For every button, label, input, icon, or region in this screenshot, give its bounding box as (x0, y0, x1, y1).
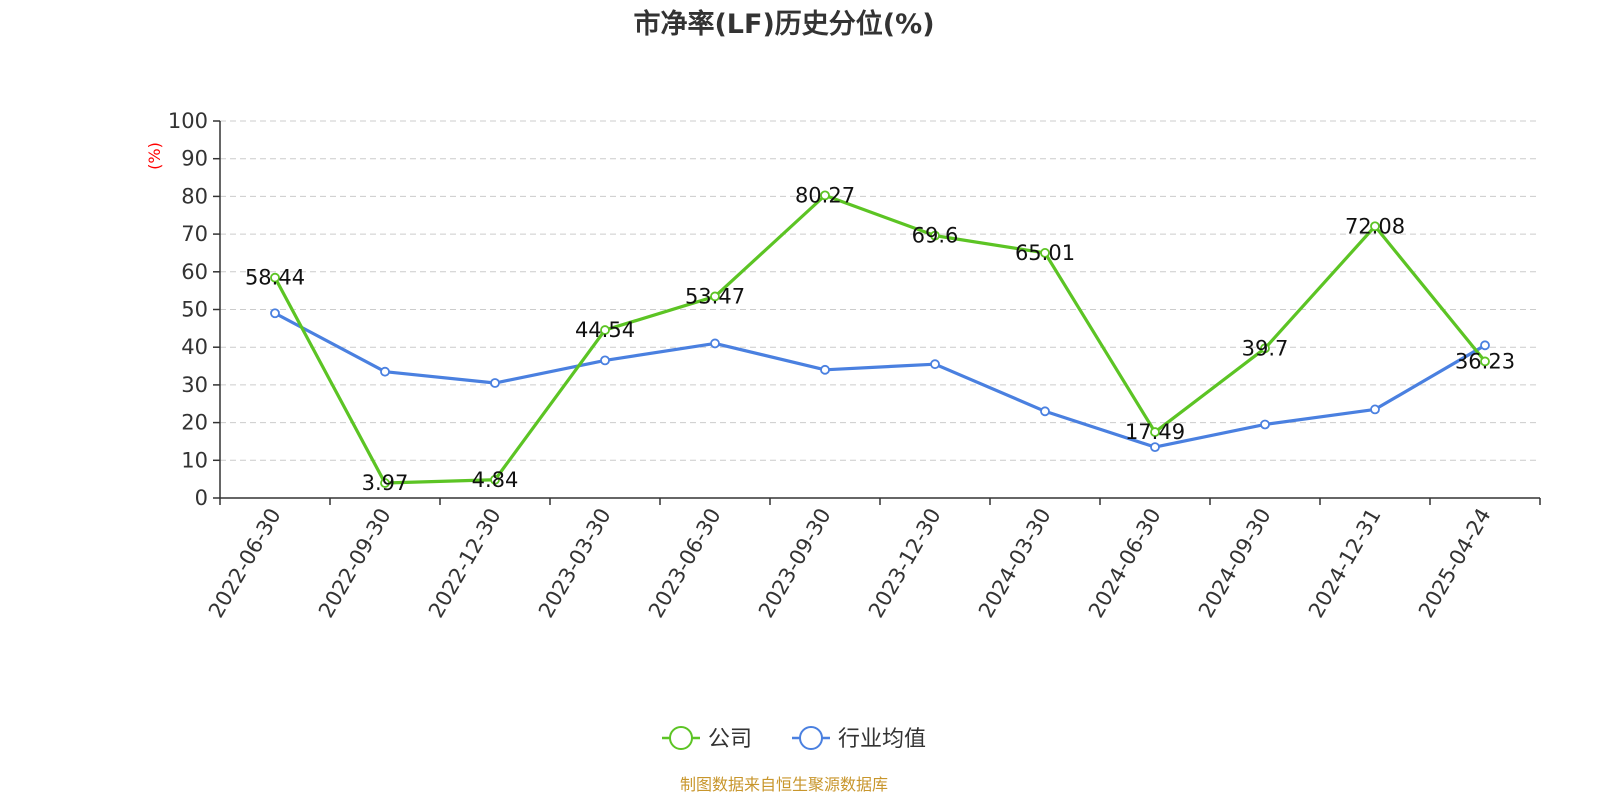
x-tick-label: 2023-03-30 (534, 504, 616, 622)
industry-avg-data-point[interactable] (490, 378, 500, 388)
x-tick-label: 2024-12-31 (1304, 504, 1386, 622)
company-data-label: 39.7 (1242, 336, 1289, 360)
legend[interactable]: 公司 行业均值 (662, 726, 926, 752)
x-tick-label: 2022-09-30 (314, 504, 396, 622)
company-data-label: 17.49 (1125, 420, 1185, 444)
y-tick-label: 70 (181, 222, 208, 246)
x-tick-label: 2023-09-30 (754, 504, 836, 622)
x-tick-label: 2023-12-30 (864, 504, 946, 622)
company-data-point[interactable] (270, 272, 280, 283)
legend-label: 公司 (708, 727, 752, 752)
company-data-point[interactable] (710, 291, 720, 302)
company-data-label: 36.23 (1455, 349, 1515, 373)
company-data-label: 80.27 (795, 183, 855, 207)
company-data-point[interactable] (1150, 427, 1160, 437)
company-data-label: 4.84 (472, 468, 519, 492)
industry-avg-data-point[interactable] (1370, 404, 1380, 415)
y-tick-label: 80 (181, 184, 208, 208)
legend-item-industry-avg[interactable]: 行业均值 (792, 726, 926, 752)
y-tick-label: 10 (181, 448, 208, 472)
industry-avg-data-point[interactable] (1040, 406, 1050, 417)
y-tick-label: 0 (195, 486, 208, 510)
company-data-point[interactable] (1260, 343, 1270, 354)
company-data-label: 72.08 (1345, 214, 1405, 238)
company-data-point[interactable] (490, 474, 500, 485)
industry-avg-data-point[interactable] (380, 366, 390, 377)
x-tick-label: 2024-03-30 (974, 504, 1056, 622)
y-tick-label: 50 (181, 298, 208, 322)
company-data-label: 65.01 (1015, 241, 1075, 265)
company-data-label: 44.54 (575, 318, 635, 342)
company-data-point[interactable] (930, 230, 940, 241)
company-data-label: 3.97 (362, 471, 409, 495)
y-axis-label: (%) (145, 142, 164, 170)
industry-avg-data-point[interactable] (1260, 419, 1270, 430)
industry-avg-data-point[interactable] (1480, 340, 1490, 351)
x-tick-label: 2022-06-30 (204, 504, 286, 622)
company-data-point[interactable] (1040, 248, 1050, 258)
y-tick-label: 60 (181, 260, 208, 284)
company-data-label: 58.44 (245, 266, 305, 290)
y-tick-label: 100 (168, 109, 208, 133)
series-lines (273, 193, 1487, 485)
x-tick-label: 2023-06-30 (644, 504, 726, 622)
company-data-point[interactable] (1370, 221, 1380, 232)
industry-avg-data-point[interactable] (600, 355, 610, 366)
data-labels: 58.44 3.97 4.84 44.54 53.47 80.27 69.6 65.01 17.… (245, 183, 1515, 495)
legend-label: 行业均值 (838, 727, 926, 752)
company-data-point[interactable] (1480, 356, 1490, 367)
series-points (270, 190, 1490, 488)
legend-circle-icon (799, 726, 823, 750)
company-data-point[interactable] (600, 325, 610, 335)
company-series-line (273, 193, 1487, 485)
y-tick-label: 30 (181, 373, 208, 397)
company-data-point[interactable] (380, 478, 390, 488)
x-tick-label: 2024-06-30 (1084, 504, 1166, 622)
x-tick-label: 2025-04-24 (1414, 504, 1496, 622)
company-data-label: 69.6 (912, 224, 959, 248)
industry-avg-data-point[interactable] (930, 359, 940, 370)
legend-circle-icon (669, 726, 693, 750)
source-note: 制图数据来自恒生聚源数据库 (680, 775, 888, 794)
industry-avg-data-point[interactable] (270, 308, 280, 319)
company-data-label: 53.47 (685, 284, 745, 308)
company-data-point[interactable] (820, 190, 830, 201)
industry-avg-data-point[interactable] (710, 338, 720, 349)
legend-item-company[interactable]: 公司 (662, 726, 752, 752)
y-tick-label: 20 (181, 411, 208, 435)
y-tick-label: 40 (181, 335, 208, 359)
industry-avg-data-point[interactable] (1150, 442, 1160, 453)
chart-title: 市净率(LF)历史分位(%) (633, 8, 934, 40)
y-tick-label: 90 (181, 147, 208, 171)
x-tick-label: 2022-12-30 (424, 504, 506, 622)
industry-avg-series-line (274, 311, 1486, 449)
x-tick-label: 2024-09-30 (1194, 504, 1276, 622)
industry-avg-data-point[interactable] (820, 364, 830, 375)
grid-lines (220, 120, 1540, 461)
